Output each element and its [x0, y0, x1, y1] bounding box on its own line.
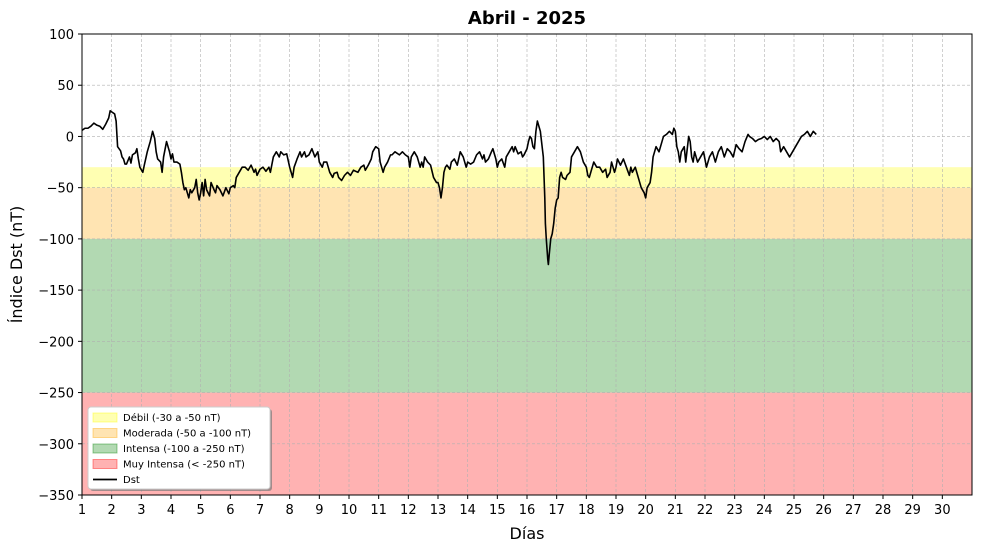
y-tick-label: 50 [57, 79, 74, 94]
x-tick-label: 18 [578, 503, 595, 518]
x-tick-label: 26 [815, 503, 832, 518]
y-tick-label: −100 [38, 233, 74, 248]
x-tick-label: 28 [875, 503, 892, 518]
x-tick-label: 4 [167, 503, 175, 518]
y-tick-label: −350 [38, 489, 74, 504]
x-axis-label: Días [510, 524, 545, 543]
x-tick-label: 17 [548, 503, 565, 518]
x-tick-label: 19 [608, 503, 625, 518]
x-tick-label: 30 [934, 503, 951, 518]
x-tick-label: 5 [197, 503, 205, 518]
x-tick-label: 8 [286, 503, 294, 518]
legend-label: Moderada (-50 a -100 nT) [123, 429, 251, 440]
x-tick-label: 22 [697, 503, 714, 518]
x-tick-label: 12 [400, 503, 417, 518]
x-tick-label: 20 [637, 503, 654, 518]
x-tick-label: 13 [430, 503, 447, 518]
chart-title: Abril - 2025 [468, 8, 586, 29]
x-tick-label: 7 [256, 503, 264, 518]
x-tick-label: 6 [226, 503, 234, 518]
legend-swatch [92, 428, 118, 438]
series-layer [81, 110, 817, 266]
y-tick-label: −150 [38, 284, 74, 299]
y-tick-label: −50 [47, 182, 74, 197]
legend-label: Débil (-30 a -50 nT) [123, 412, 221, 424]
x-tick-label: 10 [341, 503, 358, 518]
x-tick-label: 29 [904, 503, 921, 518]
x-tick-label: 14 [459, 503, 476, 518]
x-tick-label: 9 [315, 503, 323, 518]
band [82, 167, 972, 188]
x-tick-label: 11 [370, 503, 387, 518]
legend-swatch [92, 412, 118, 423]
y-tick-label: −250 [38, 387, 74, 402]
legend-label: Dst [123, 475, 140, 486]
legend-label: Intensa (-100 a -250 nT) [123, 444, 245, 455]
x-tick-label: 24 [756, 503, 773, 518]
legend: Débil (-30 a -50 nT) Moderada (-50 a -100… [87, 406, 272, 491]
y-tick-label: 100 [49, 28, 74, 43]
y-axis: 100 50 0 −50 −100 −150 −200 −250 −300 −350 [38, 28, 82, 504]
legend-swatch [92, 443, 118, 454]
x-tick-label: 15 [489, 503, 506, 518]
x-axis: 1 2 3 4 5 6 7 8 9 10 11 12 13 14 15 16 17 18 19 20 21 22 23 24 2… [78, 495, 951, 518]
legend-box [87, 406, 271, 490]
x-tick-label: 3 [137, 503, 145, 518]
x-tick-label: 27 [845, 503, 862, 518]
legend-swatch [92, 459, 118, 469]
y-tick-label: −300 [38, 438, 74, 453]
legend-label: Muy Intensa (< -250 nT) [123, 460, 245, 471]
y-tick-label: 0 [66, 130, 74, 145]
x-tick-label: 2 [108, 503, 116, 518]
x-tick-label: 16 [519, 503, 536, 518]
x-tick-label: 21 [667, 503, 684, 518]
y-axis-label: Índice Dst (nT) [7, 206, 26, 324]
x-tick-label: 1 [78, 503, 86, 518]
y-tick-label: −200 [38, 335, 74, 350]
x-tick-label: 25 [786, 503, 803, 518]
x-tick-label: 23 [726, 503, 743, 518]
series-line-dst [81, 110, 817, 266]
